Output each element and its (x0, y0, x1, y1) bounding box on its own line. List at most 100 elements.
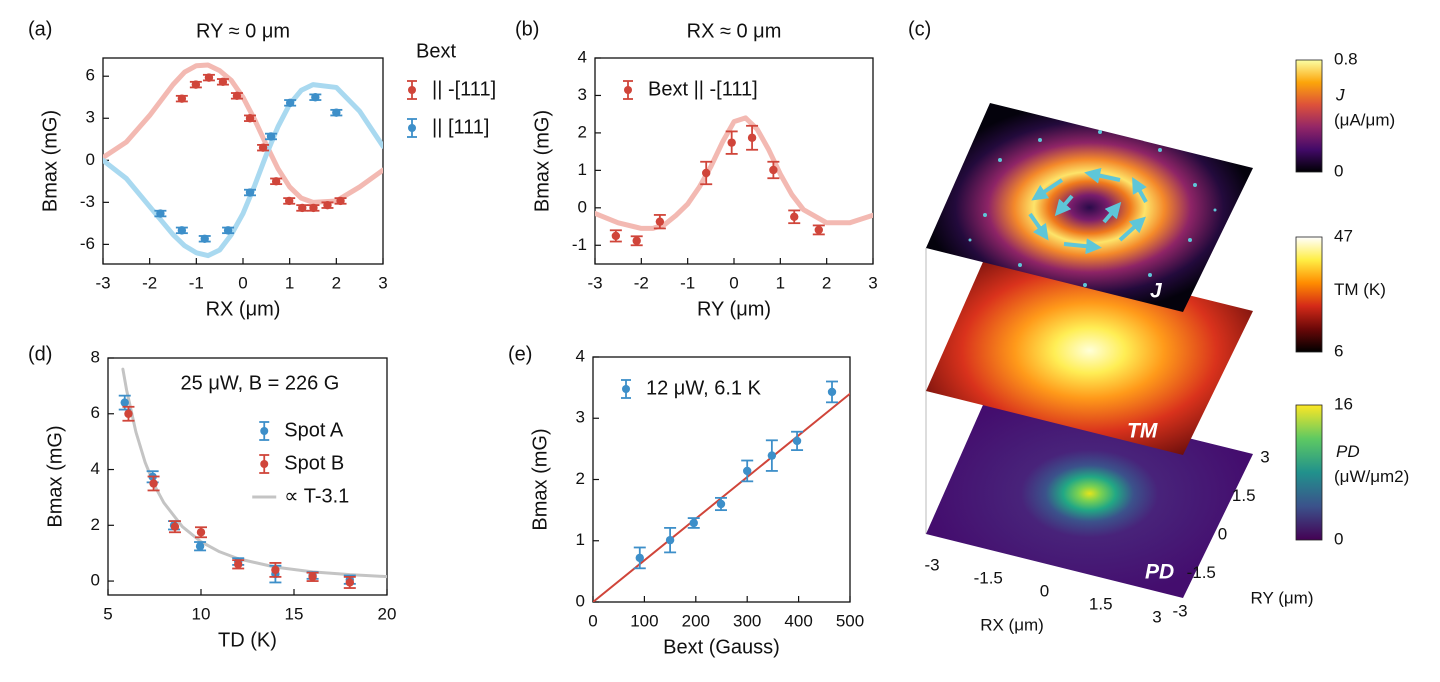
x-tick-label: 300 (733, 611, 761, 630)
annotation: 25 μW, B = 226 G (181, 372, 340, 394)
colorbar-label: J (1335, 85, 1345, 104)
data-point (204, 73, 214, 82)
panel-label: (c) (908, 18, 931, 40)
x-tick-label: 3 (1152, 607, 1161, 626)
colorbar-unit: (μW/μm2) (1334, 467, 1409, 486)
panel-label: (a) (28, 18, 52, 40)
fit-line (103, 82, 383, 259)
data-point (790, 212, 799, 222)
current-dots (968, 130, 1217, 287)
data-point (245, 114, 255, 123)
x-tick-label: 100 (630, 611, 658, 630)
legend-dot (408, 124, 416, 132)
x-tick-label: -2 (142, 273, 157, 292)
data-point (234, 560, 243, 569)
y-tick-label: -1 (572, 235, 587, 254)
panel-label: (e) (508, 343, 532, 365)
colorbar (1295, 59, 1323, 173)
x-tick-label: -3 (924, 555, 939, 574)
x-tick-label: 10 (192, 604, 211, 623)
panel-label: (d) (28, 343, 52, 365)
y-tick-label: 2 (578, 122, 587, 141)
x-tick-label: 1 (776, 273, 785, 292)
y-axis-label: RY (μm) (1250, 588, 1313, 607)
panel-c-drawing (925, 103, 1253, 598)
y-tick-label: 2 (91, 515, 100, 534)
colorbar-label: TM (K) (1334, 280, 1386, 299)
data-point (149, 479, 158, 488)
x-tick-label: 20 (378, 604, 397, 623)
layer-label: PD (1145, 561, 1174, 584)
plot-frame (107, 357, 388, 596)
y-tick-label: 4 (578, 47, 587, 66)
y-tick-label: -3 (80, 192, 95, 211)
data-point (632, 236, 641, 245)
plot-area (595, 115, 873, 247)
x-axis-label: RX (μm) (980, 615, 1044, 634)
chart-title: RX ≈ 0 μm (687, 20, 782, 42)
x-tick-label: 200 (682, 611, 710, 630)
legend-dot (260, 427, 269, 435)
data-point (200, 234, 209, 243)
data-point (271, 177, 281, 186)
x-tick-label: 400 (784, 611, 812, 630)
colorbar (1295, 404, 1323, 541)
x-tick-label: 2 (822, 273, 831, 292)
colorbar-tick-label: 47 (1334, 226, 1353, 245)
fit-line (121, 367, 387, 579)
data-point (195, 542, 205, 551)
layer-label: J (1150, 280, 1163, 303)
colorbar-tick-label: 6 (1334, 341, 1343, 360)
y-tick-label: 1.5 (1232, 486, 1256, 505)
x-tick-label: 0 (588, 611, 597, 630)
legend-dot (260, 460, 269, 468)
y-tick-label: 3 (576, 408, 585, 427)
data-point (120, 398, 129, 407)
y-tick-label: 2 (576, 469, 585, 488)
x-tick-label: -3 (95, 273, 110, 292)
x-tick-label: 15 (285, 604, 304, 623)
colorbar-tick-label: 0 (1334, 161, 1343, 180)
y-tick-label: 0 (576, 591, 585, 610)
data-point (124, 409, 133, 418)
colorbar-unit: (μA/μm) (1334, 110, 1395, 129)
data-point (336, 196, 345, 206)
data-point (245, 188, 255, 197)
y-tick-label: 1 (576, 530, 585, 549)
x-axis-label: RY (μm) (697, 298, 771, 320)
data-point (345, 578, 354, 587)
data-point (191, 80, 201, 89)
y-tick-label: 4 (91, 459, 100, 478)
data-point (769, 165, 778, 175)
x-tick-label: 3 (868, 273, 877, 292)
data-point (285, 98, 295, 108)
plot-area (118, 367, 387, 589)
legend-label: ∝ T-3.1 (284, 485, 349, 507)
data-point (258, 143, 268, 152)
y-tick-label: 3 (86, 108, 95, 127)
legend-dot (622, 385, 630, 393)
y-tick-label: 3 (578, 85, 587, 104)
x-tick-label: -1 (680, 273, 695, 292)
x-tick-label: 500 (836, 611, 864, 630)
y-tick-label: -1.5 (1187, 563, 1216, 582)
data-point (170, 522, 180, 531)
data-point (309, 203, 318, 213)
fit-line (595, 115, 873, 231)
x-tick-label: 0 (729, 273, 738, 292)
data-point (792, 436, 802, 446)
panel-label: (b) (515, 18, 539, 40)
y-tick-label: 3 (1260, 447, 1269, 466)
x-tick-label: 0 (1040, 581, 1049, 600)
x-axis-label: Bext (Gauss) (663, 636, 780, 658)
data-point (747, 133, 757, 142)
legend-title: Bext (416, 40, 456, 62)
x-tick-label: -2 (634, 273, 649, 292)
y-axis-label: Bmax (mG) (529, 428, 551, 530)
data-point (689, 518, 698, 528)
chart-title: RY ≈ 0 μm (196, 20, 290, 42)
y-axis-label: Bmax (mG) (531, 110, 553, 212)
y-tick-label: 6 (91, 403, 100, 422)
y-tick-label: 0 (1218, 524, 1227, 543)
